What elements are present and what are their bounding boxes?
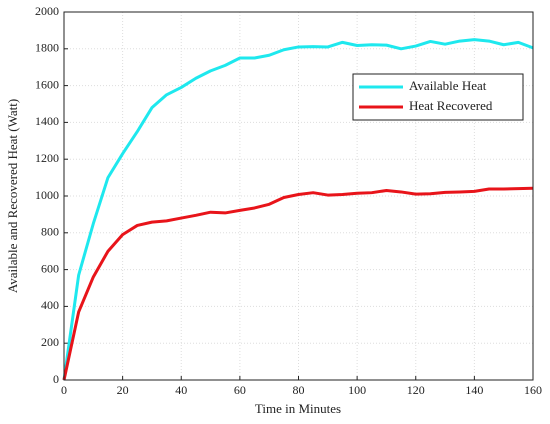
x-tick-label: 80 <box>293 383 305 397</box>
y-tick-label: 400 <box>41 298 59 312</box>
y-tick-label: 2000 <box>35 4 59 18</box>
x-axis-label: Time in Minutes <box>255 401 341 416</box>
y-tick-label: 1800 <box>35 41 59 55</box>
y-tick-label: 0 <box>53 372 59 386</box>
x-tick-label: 140 <box>465 383 483 397</box>
data-line <box>62 38 534 381</box>
x-tick-label: 20 <box>117 383 129 397</box>
x-tick-label: 60 <box>234 383 246 397</box>
y-tick-label: 600 <box>41 261 59 275</box>
data-line <box>62 186 534 381</box>
y-tick-label: 1200 <box>35 151 59 165</box>
y-axis-label: Available and Recovered Heat (Watt) <box>5 99 20 293</box>
y-tick-label: 1000 <box>35 188 59 202</box>
x-tick-label: 120 <box>407 383 425 397</box>
x-tick-label: 0 <box>61 383 67 397</box>
legend-label: Heat Recovered <box>409 98 493 113</box>
x-tick-label: 100 <box>348 383 366 397</box>
x-tick-label: 40 <box>175 383 187 397</box>
legend-box <box>352 73 524 121</box>
x-tick-label: 160 <box>524 383 542 397</box>
y-tick-label: 800 <box>41 225 59 239</box>
y-tick-label: 200 <box>41 335 59 349</box>
y-tick-label: 1600 <box>35 77 59 91</box>
y-tick-label: 1400 <box>35 114 59 128</box>
plot-frame <box>63 11 534 381</box>
legend-label: Available Heat <box>409 78 487 93</box>
